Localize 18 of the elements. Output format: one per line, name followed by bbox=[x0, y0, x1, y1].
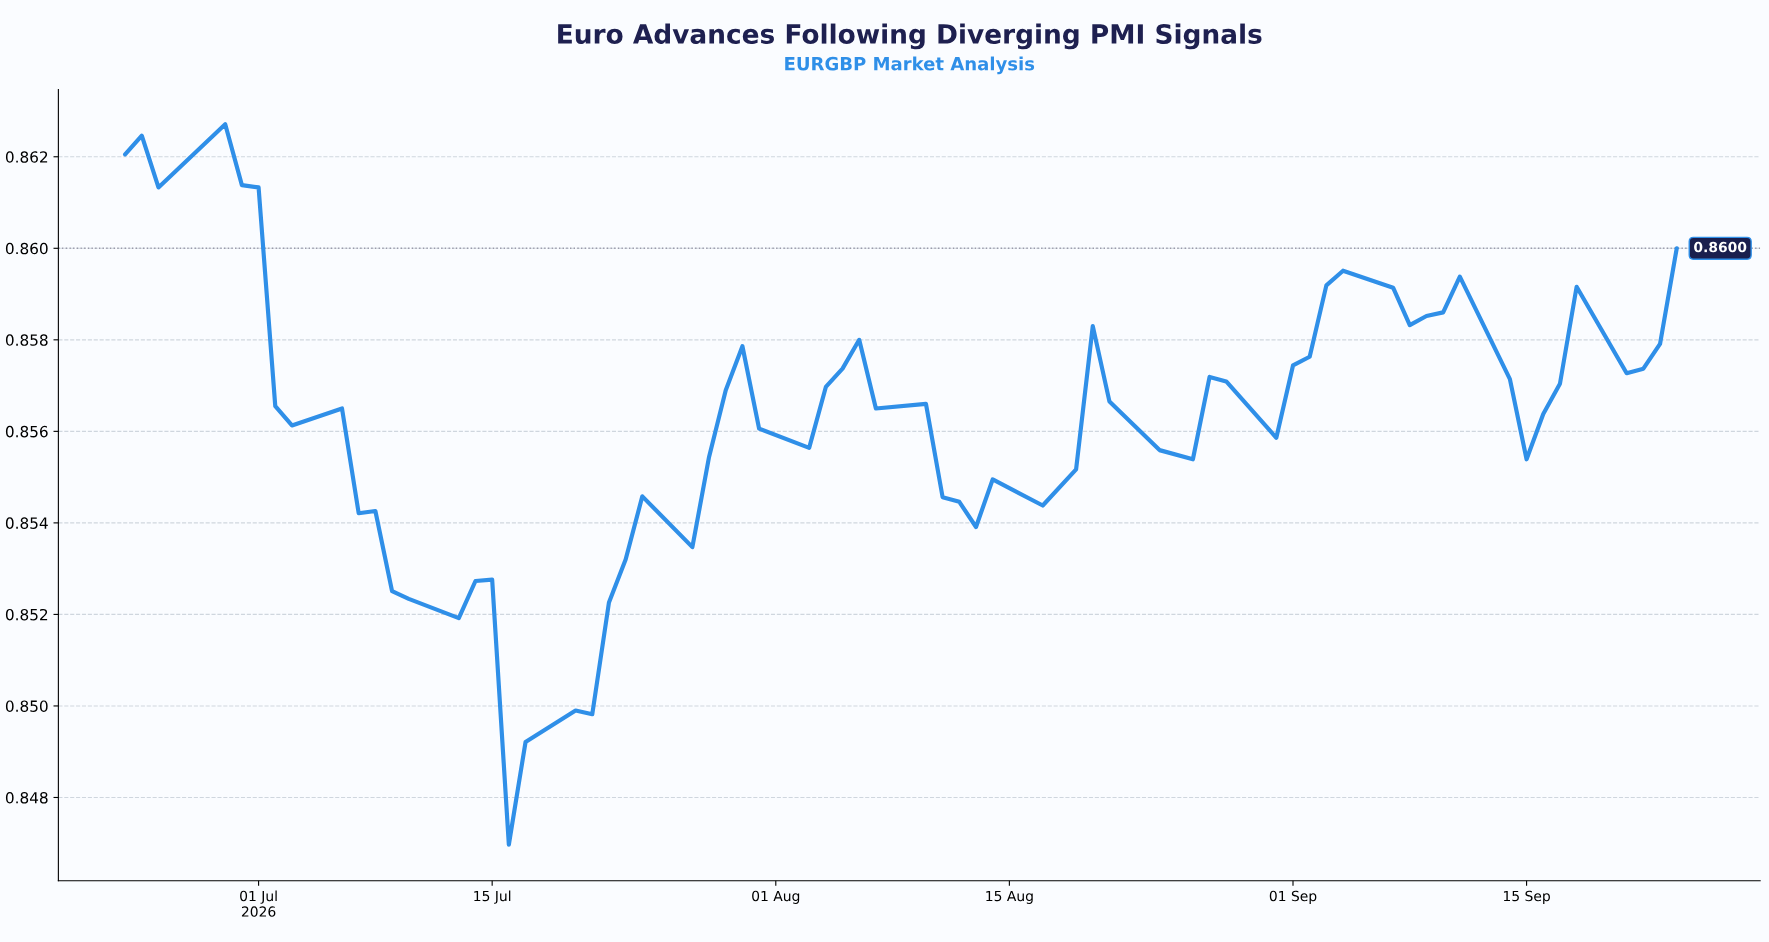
annotation: 0.8600 bbox=[1694, 241, 1747, 253]
chart-title: Euro Advances Following Diverging PMI Signals bbox=[558, 23, 1262, 50]
chart-subtitle: EURGBP Market Analysis bbox=[785, 56, 1035, 75]
x-tick-label: 01 Sep bbox=[1269, 890, 1317, 904]
x-tick-label: 01 Jul 2026 bbox=[240, 890, 277, 917]
y-tick-label: 0.856 bbox=[5, 425, 48, 438]
x-tick-label: 01 Aug bbox=[752, 890, 800, 904]
y-tick-label: 0.850 bbox=[5, 700, 48, 712]
x-tick-label: 15 Jul bbox=[474, 890, 511, 904]
y-tick-label: 0.860 bbox=[5, 242, 48, 255]
y-tick-label: 0.854 bbox=[5, 517, 48, 529]
y-tick-label: 0.852 bbox=[5, 608, 48, 621]
y-tick-label: 0.858 bbox=[5, 334, 48, 346]
y-tick-label: 0.848 bbox=[5, 791, 48, 804]
x-tick-label: 15 Sep bbox=[1503, 890, 1550, 904]
line-series bbox=[123, 122, 1679, 847]
y-tick-label: 0.862 bbox=[5, 151, 48, 163]
x-tick-label: 15 Aug bbox=[986, 890, 1033, 904]
